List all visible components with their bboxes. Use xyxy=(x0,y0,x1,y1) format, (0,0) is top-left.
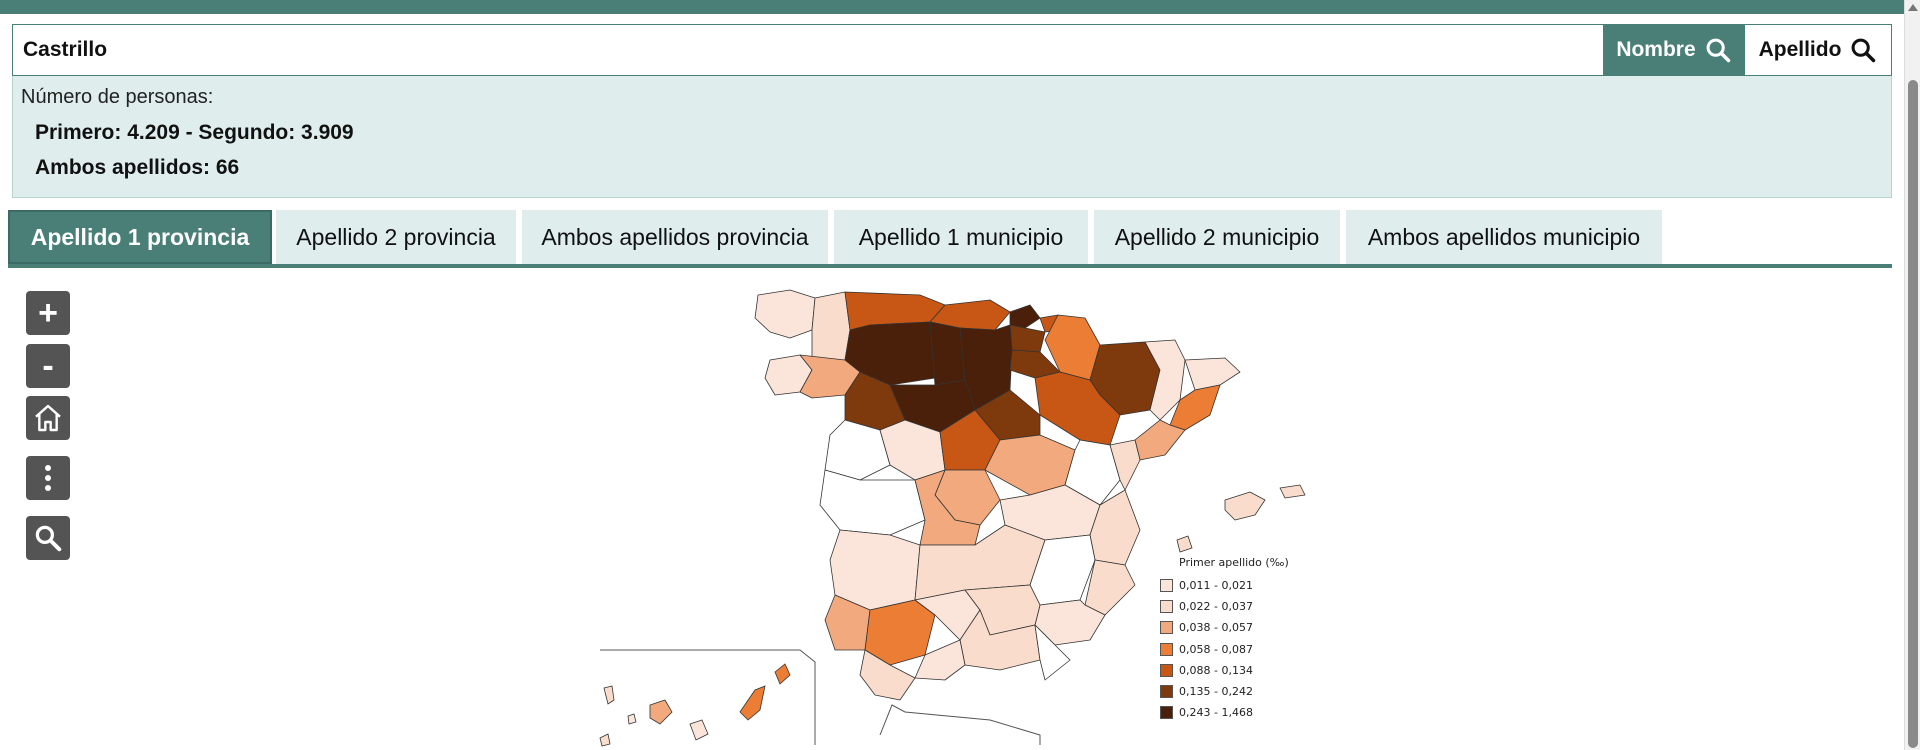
province-lleida xyxy=(1144,339,1186,421)
top-header-bar xyxy=(0,0,1904,14)
scroll-thumb[interactable] xyxy=(1908,80,1918,748)
search-bar: Nombre Apellido xyxy=(12,24,1892,76)
search-icon xyxy=(1851,38,1876,63)
spain-province-map[interactable] xyxy=(580,280,1340,750)
province-toledo xyxy=(914,469,981,546)
canary-island-4 xyxy=(689,719,709,741)
tab-apellido1-provincia[interactable]: Apellido 1 provincia xyxy=(8,210,272,264)
province-castellon xyxy=(1109,439,1141,491)
legend-swatch xyxy=(1160,579,1173,593)
legend-swatch xyxy=(1160,706,1173,720)
legend-item: 0,135 - 0,242 xyxy=(1160,681,1289,702)
zoom-in-button[interactable]: + xyxy=(26,291,70,335)
tab-apellido2-provincia[interactable]: Apellido 2 provincia xyxy=(276,210,516,264)
map-tabs: Apellido 1 provincia Apellido 2 provinci… xyxy=(8,210,1892,268)
legend-item: 0,011 - 0,021 xyxy=(1160,575,1289,596)
nombre-button-label: Nombre xyxy=(1616,38,1696,61)
tab-ambos-municipio[interactable]: Ambos apellidos municipio xyxy=(1346,210,1662,264)
province-vizcaya xyxy=(1009,304,1041,329)
map-search-button[interactable] xyxy=(26,516,70,560)
home-icon xyxy=(35,404,61,432)
scroll-up-icon[interactable] xyxy=(1908,4,1918,11)
tab-ambos-provincia[interactable]: Ambos apellidos provincia xyxy=(522,210,828,264)
canary-island-5 xyxy=(739,685,766,721)
legend-label: 0,058 - 0,087 xyxy=(1179,642,1253,656)
first-second-count: Primero: 4.209 - Segundo: 3.909 xyxy=(35,121,354,144)
map-legend: Primer apellido (‰) 0,011 - 0,021 0,022 -… xyxy=(1160,556,1289,723)
legend-items: 0,011 - 0,021 0,022 - 0,037 0,038 - 0,057 0… xyxy=(1160,575,1289,723)
province-palencia xyxy=(929,321,966,386)
canary-inset-frame xyxy=(600,649,816,745)
legend-label: 0,011 - 0,021 xyxy=(1179,579,1253,593)
legend-swatch xyxy=(1160,642,1173,656)
persons-count-label: Número de personas: xyxy=(21,86,214,108)
province-malaga xyxy=(914,639,966,681)
province-almeria xyxy=(1034,624,1071,681)
legend-label: 0,135 - 0,242 xyxy=(1179,685,1253,699)
vertical-dots-icon xyxy=(45,465,51,491)
canary-island-6 xyxy=(774,663,791,685)
more-options-button[interactable] xyxy=(26,456,70,500)
province-girona xyxy=(1184,357,1241,391)
province-leon xyxy=(844,321,936,386)
canary-island-3 xyxy=(649,699,673,725)
surname-search-input[interactable] xyxy=(13,25,1603,75)
legend-title: Primer apellido (‰) xyxy=(1179,556,1289,569)
legend-label: 0,243 - 1,468 xyxy=(1179,706,1253,720)
north-africa-outline xyxy=(879,704,1041,745)
nombre-search-button[interactable]: Nombre xyxy=(1603,25,1745,75)
province-badajoz xyxy=(829,529,921,611)
legend-item: 0,022 - 0,037 xyxy=(1160,596,1289,617)
province-lugo xyxy=(811,291,851,361)
canary-island-2 xyxy=(627,713,637,725)
legend-item: 0,088 - 0,134 xyxy=(1160,660,1289,681)
apellido-button-label: Apellido xyxy=(1758,38,1842,61)
legend-item: 0,243 - 1,468 xyxy=(1160,702,1289,723)
tab-apellido2-municipio[interactable]: Apellido 2 municipio xyxy=(1094,210,1340,264)
province-mallorca xyxy=(1224,491,1266,521)
province-alava xyxy=(1009,324,1046,353)
canary-island-7 xyxy=(599,733,611,747)
province-alicante xyxy=(1084,559,1136,616)
plus-icon: + xyxy=(38,294,58,332)
legend-swatch xyxy=(1160,621,1173,635)
legend-swatch xyxy=(1160,663,1173,677)
province-caceres xyxy=(819,469,926,536)
search-icon xyxy=(35,525,62,552)
tab-apellido1-municipio[interactable]: Apellido 1 municipio xyxy=(834,210,1088,264)
zoom-out-button[interactable]: - xyxy=(26,344,70,388)
province-coruna xyxy=(754,289,816,339)
search-icon xyxy=(1706,38,1730,63)
province-cadiz xyxy=(859,649,916,701)
legend-swatch xyxy=(1160,685,1173,699)
legend-label: 0,088 - 0,134 xyxy=(1179,663,1253,677)
province-huelva xyxy=(824,594,871,651)
canary-island-1 xyxy=(603,685,615,705)
province-menorca xyxy=(1279,484,1306,499)
home-button[interactable] xyxy=(26,396,70,440)
legend-item: 0,058 - 0,087 xyxy=(1160,639,1289,660)
results-summary-panel: Número de personas: Primero: 4.209 - Seg… xyxy=(12,76,1892,198)
legend-swatch xyxy=(1160,600,1173,614)
both-surnames-count: Ambos apellidos: 66 xyxy=(35,156,240,179)
legend-label: 0,022 - 0,037 xyxy=(1179,600,1253,614)
legend-item: 0,038 - 0,057 xyxy=(1160,617,1289,638)
page-scrollbar[interactable] xyxy=(1904,0,1920,750)
province-ibiza xyxy=(1176,535,1193,553)
minus-icon: - xyxy=(42,347,54,385)
apellido-search-button[interactable]: Apellido xyxy=(1745,25,1891,75)
legend-label: 0,038 - 0,057 xyxy=(1179,621,1253,635)
